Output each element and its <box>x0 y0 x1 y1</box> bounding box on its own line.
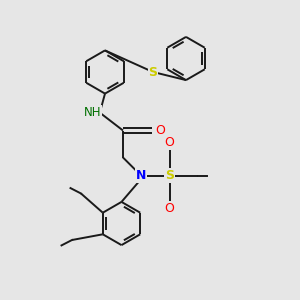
Text: S: S <box>148 65 158 79</box>
Text: S: S <box>165 169 174 182</box>
Text: O: O <box>165 202 174 215</box>
Text: O: O <box>155 124 165 137</box>
Text: NH: NH <box>84 106 102 119</box>
Text: N: N <box>136 169 146 182</box>
Text: O: O <box>165 136 174 148</box>
